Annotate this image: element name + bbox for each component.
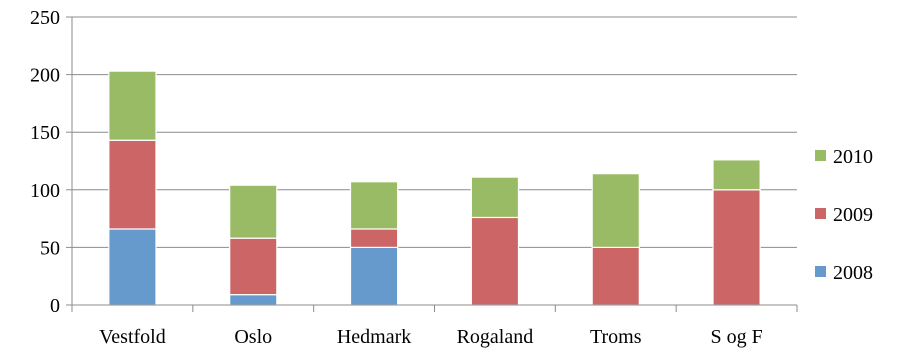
gridlines [72,16,797,248]
x-category-label: Vestfold [99,326,166,348]
legend: 2010 2009 2008 [815,146,873,284]
category-labels: Vestfold Oslo Hedmark Rogaland Troms S og F [99,326,763,348]
bar-vestfold-2010 [108,70,157,141]
legend-swatch-2009 [815,208,826,219]
bars [108,70,761,306]
bar-vestfold-2008 [108,228,157,306]
legend-label: 2009 [833,204,873,226]
y-tick-label: 0 [50,295,60,317]
x-category-label: Oslo [234,326,272,348]
y-tick-label: 150 [30,122,60,144]
legend-swatch-2010 [815,150,826,161]
bar-hedmark-2008 [349,246,399,306]
y-tick-label: 250 [30,7,60,29]
bar-s-og-f-2010 [712,159,761,191]
y-tick-label: 200 [30,65,60,87]
bar-s-og-f-2009 [712,189,761,306]
legend-label: 2010 [833,146,873,168]
bar-oslo-2009 [229,237,278,296]
bar-hedmark-2009 [349,228,399,249]
bar-rogaland-2009 [470,216,520,306]
y-tick-label: 100 [30,180,60,202]
legend-label: 2008 [833,262,873,284]
bar-oslo-2010 [229,184,278,239]
bar-vestfold-2009 [108,139,157,230]
x-category-label: Hedmark [337,326,411,348]
bar-oslo-2008 [229,294,278,306]
y-tick-labels: 0 50 100 150 200 250 [30,7,60,317]
legend-swatch-2008 [815,266,826,277]
y-tick-label: 50 [40,237,60,259]
bar-troms-2009 [591,246,640,306]
bar-hedmark-2010 [349,181,399,230]
x-category-label: Troms [590,326,642,348]
bar-rogaland-2010 [470,176,520,219]
x-category-label: S og F [710,326,762,348]
x-category-label: Rogaland [457,326,534,348]
bar-troms-2010 [591,173,640,248]
axes [66,16,798,312]
